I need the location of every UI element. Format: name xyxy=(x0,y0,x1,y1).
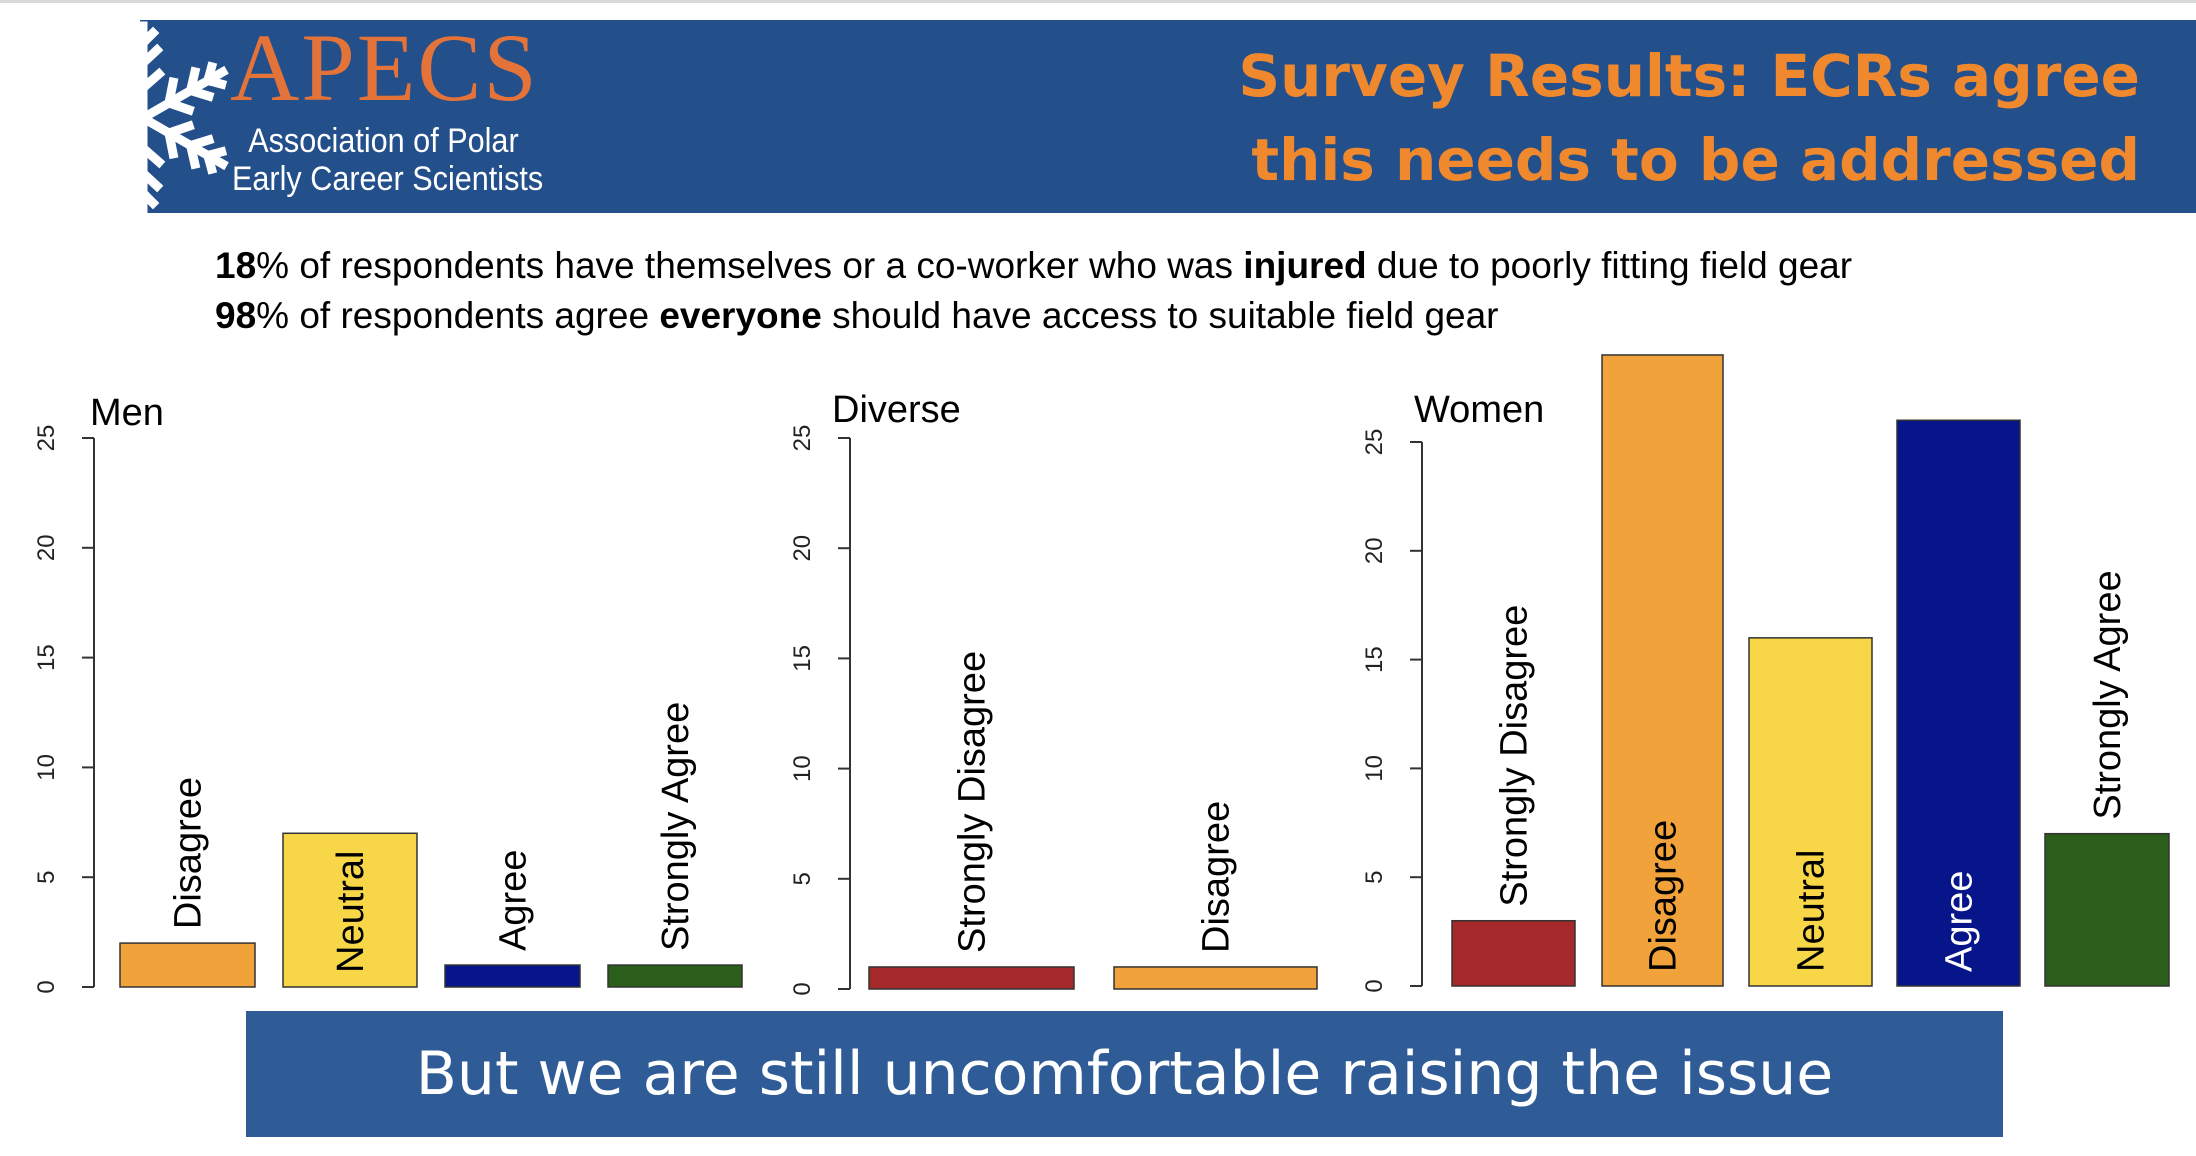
stat-text: % of respondents have themselves or a co… xyxy=(256,245,1244,286)
header-banner xyxy=(140,20,2196,213)
stat-injured: 18% of respondents have themselves or a … xyxy=(215,244,1852,288)
top-divider xyxy=(0,0,2196,3)
stat-text: due to poorly fitting field gear xyxy=(1366,245,1853,286)
y-tick-label: 20 xyxy=(33,534,60,561)
y-tick-label: 25 xyxy=(1361,429,1388,456)
y-tick-label: 15 xyxy=(1361,646,1388,673)
snowflake-logo-icon xyxy=(48,21,238,218)
bar-label: Neutral xyxy=(1791,850,1833,973)
y-tick-label: 10 xyxy=(789,755,816,782)
bar-label: Disagree xyxy=(168,777,210,929)
bar-disagree xyxy=(1601,354,1724,987)
logo-apecs-text: APECS xyxy=(230,14,539,121)
y-tick-label: 10 xyxy=(33,754,60,781)
y-tick-label: 0 xyxy=(1361,979,1388,992)
logo-subtitle-line1: Association of Polar xyxy=(248,122,519,160)
bar-agree xyxy=(1896,419,2021,987)
y-tick-label: 10 xyxy=(1361,755,1388,782)
chart-women: Women 0 5 10 15 20 25 Strongly Disagree Disagree… xyxy=(1361,354,2170,993)
y-tick-label: 25 xyxy=(789,425,816,452)
bar-strongly-agree xyxy=(2044,832,2170,987)
chart-diverse: Diverse 0 5 10 15 20 25 Strongly Disagree Disagr… xyxy=(789,389,1318,996)
stat-value: 18 xyxy=(215,245,257,286)
bar-label: Strongly Agree xyxy=(655,702,697,951)
bar-label: Strongly Agree xyxy=(2087,570,2129,819)
bar-label: Strongly Disagree xyxy=(952,651,994,953)
bar-label: Disagree xyxy=(1643,820,1685,972)
bar-disagree xyxy=(1113,966,1318,990)
y-tick-label: 0 xyxy=(789,982,816,995)
footer-text: But we are still uncomfortable raising t… xyxy=(415,1039,1834,1109)
chart-men: Men 0 5 10 15 20 25 Disagree Neutral Agree Strongl… xyxy=(33,392,743,994)
bar-agree xyxy=(444,964,581,988)
title-line1: Survey Results: ECRs agree xyxy=(1238,42,2140,110)
logo-subtitle-line2: Early Career Scientists xyxy=(232,160,544,198)
y-tick-label: 15 xyxy=(789,645,816,672)
bar-neutral xyxy=(1748,637,1873,987)
y-tick-label: 5 xyxy=(789,872,816,885)
bar-label: Agree xyxy=(1939,871,1981,972)
title-line2: this needs to be addressed xyxy=(1251,126,2140,194)
bar-neutral xyxy=(282,832,418,988)
y-tick-label: 15 xyxy=(33,644,60,671)
stat-access: 98% of respondents agree everyone should… xyxy=(215,294,1499,338)
stat-emphasis: injured xyxy=(1243,245,1367,286)
chart-title: Diverse xyxy=(832,389,961,431)
y-tick-label: 5 xyxy=(1361,871,1388,884)
stat-text: should have access to suitable field gea… xyxy=(821,295,1499,336)
footer-banner: But we are still uncomfortable raising t… xyxy=(246,1011,2003,1137)
page-title: Survey Results: ECRs agree this needs to… xyxy=(1238,34,2140,202)
logo-subtitle: Association of Polar Early Career Scient… xyxy=(232,122,543,198)
stat-text: % of respondents agree xyxy=(256,295,660,336)
bar-strongly-disagree xyxy=(1451,919,1576,987)
y-tick-label: 25 xyxy=(33,425,60,452)
bar-strongly-agree xyxy=(607,964,743,988)
y-tick-label: 20 xyxy=(789,535,816,562)
chart-title: Women xyxy=(1414,389,1544,431)
bar-disagree xyxy=(119,942,256,988)
bar-label: Disagree xyxy=(1196,801,1238,953)
y-tick-label: 5 xyxy=(33,871,60,884)
bar-label: Agree xyxy=(493,850,535,951)
chart-title: Men xyxy=(90,392,164,434)
bar-strongly-disagree xyxy=(868,966,1075,990)
stat-value: 98 xyxy=(215,295,257,336)
bar-label: Strongly Disagree xyxy=(1494,605,1536,907)
y-tick-label: 0 xyxy=(33,980,60,993)
bar-label: Neutral xyxy=(330,851,372,974)
stat-emphasis: everyone xyxy=(659,295,822,336)
y-tick-label: 20 xyxy=(1361,537,1388,564)
